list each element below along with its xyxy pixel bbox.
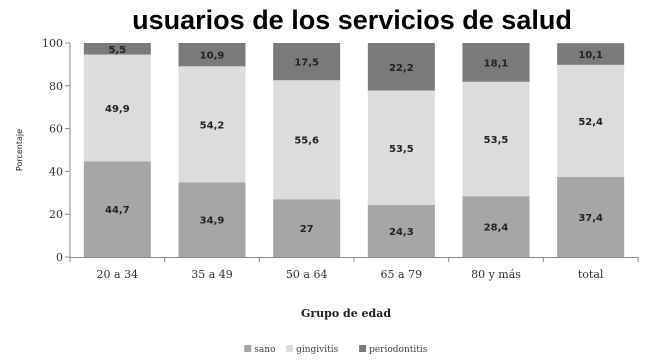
data-label: 10,9	[200, 51, 225, 62]
bar-segment-gingivitis	[178, 66, 246, 183]
data-label: 54,2	[200, 120, 225, 131]
data-label: 37,4	[578, 213, 603, 224]
x-tick-label: 65 a 79	[381, 268, 423, 281]
y-tick-label: 20	[49, 208, 63, 221]
data-label: 10,1	[578, 50, 603, 61]
legend-swatch-periodontitis	[359, 345, 367, 352]
y-tick-label: 80	[49, 80, 63, 93]
y-axis-title: Porcentaje	[15, 129, 24, 171]
data-label: 53,5	[389, 144, 414, 155]
bar-segment-periodontitis	[367, 43, 435, 91]
legend-label-gingivitis: gingivitis	[296, 345, 339, 355]
bar-segment-gingivitis	[273, 80, 341, 200]
chart-title: usuarios de los servicios de salud	[132, 5, 572, 35]
bar-segment-periodontitis	[83, 43, 151, 55]
data-label: 5,5	[108, 45, 126, 56]
x-tick-label: 80 y más	[471, 268, 521, 281]
y-tick-label: 40	[49, 165, 63, 178]
legend-swatch-gingivitis	[286, 345, 294, 352]
x-axis-title: Grupo de edad	[301, 307, 391, 320]
y-tick-label: 60	[49, 123, 63, 136]
x-tick-label: 20 a 34	[97, 268, 139, 281]
bar-segment-periodontitis	[557, 43, 625, 65]
data-label: 52,4	[578, 117, 603, 128]
bar-segment-sano	[557, 176, 625, 257]
data-label: 17,5	[294, 58, 319, 69]
bar-segment-sano	[273, 199, 341, 257]
bar-segment-periodontitis	[178, 43, 246, 67]
bar-segment-sano	[462, 196, 530, 257]
legend-label-periodontitis: periodontitis	[369, 345, 428, 355]
data-label: 22,2	[389, 63, 414, 74]
x-tick-label: total	[578, 268, 604, 281]
data-label: 53,5	[484, 135, 509, 146]
bar-segment-sano	[178, 182, 246, 257]
bar-segment-gingivitis	[367, 90, 435, 205]
plot-area: 0 20 40 60 80 100 44,7 49,9 5,5 20 a 34 34,9 54,2 10…	[42, 37, 639, 281]
x-tick-label: 50 a 64	[286, 268, 328, 281]
data-label: 44,7	[105, 205, 130, 216]
data-label: 24,3	[389, 227, 414, 238]
legend-label-sano: sano	[254, 345, 275, 355]
bar-segment-periodontitis	[273, 43, 341, 81]
y-tick-label: 100	[42, 37, 63, 50]
y-tick-label: 0	[56, 251, 63, 264]
bar-segment-sano	[367, 204, 435, 257]
data-label: 34,9	[200, 216, 225, 227]
data-label: 18,1	[484, 58, 509, 69]
bar-segment-gingivitis	[557, 64, 625, 177]
data-label: 49,9	[105, 104, 130, 115]
bar-segment-gingivitis	[83, 54, 151, 162]
bar-segment-gingivitis	[462, 81, 530, 197]
data-label: 27	[300, 224, 314, 235]
legend: sano gingivitis periodontitis	[244, 345, 428, 355]
bar-segment-sano	[83, 161, 151, 257]
bar-segment-periodontitis	[462, 43, 530, 82]
x-tick-label: 35 a 49	[191, 268, 233, 281]
legend-swatch-sano	[244, 345, 252, 352]
data-label: 55,6	[294, 136, 319, 147]
data-label: 28,4	[484, 223, 509, 234]
